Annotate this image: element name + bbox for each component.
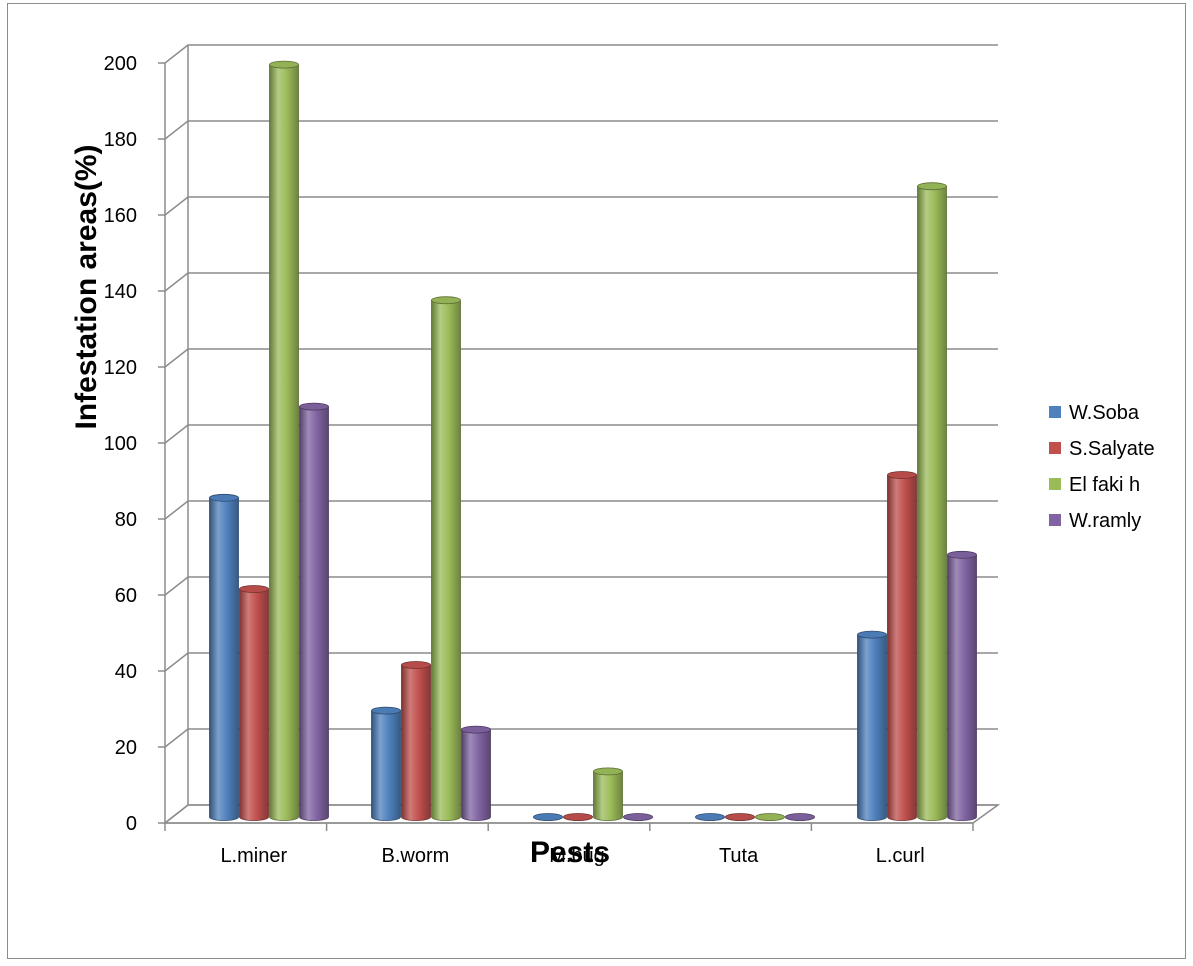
legend-label: W.Soba (1069, 402, 1140, 424)
y-tick-label: 80 (115, 509, 137, 531)
y-tick-label: 160 (104, 205, 137, 227)
bar (371, 706, 401, 821)
legend-item: W.Soba (1049, 402, 1140, 424)
bar (623, 813, 653, 821)
legend-item: S.Salyate (1049, 438, 1155, 460)
bar (401, 661, 431, 821)
legend-item: W.ramly (1049, 510, 1141, 532)
y-tick-label: 100 (104, 433, 137, 455)
y-tick-label: 140 (104, 281, 137, 303)
bar (269, 60, 299, 821)
y-tick-label: 120 (104, 357, 137, 379)
bar (431, 296, 461, 821)
x-tick-label: L.curl (876, 845, 925, 867)
bar (947, 550, 977, 821)
bar (533, 813, 563, 821)
legend-label: El faki h (1069, 474, 1140, 496)
legend-label: S.Salyate (1069, 438, 1155, 460)
legend-label: W.ramly (1069, 510, 1141, 532)
x-tick-label: Tuta (719, 845, 759, 867)
y-tick-label: 0 (126, 813, 137, 835)
bar (725, 813, 755, 821)
bar (785, 813, 815, 821)
bar (209, 493, 239, 821)
y-tick-labels: 0 20 40 60 80 100 120 140 160 180 200 (104, 53, 137, 835)
legend-swatch (1049, 406, 1061, 418)
bar (917, 182, 947, 821)
x-tick-label: B.worm (382, 845, 450, 867)
bar (299, 402, 329, 821)
y-axis-title: Infestation areas(%) (70, 144, 103, 429)
bar (563, 813, 593, 821)
legend-swatch (1049, 478, 1061, 490)
x-tick-labels: L.miner B.worm M.bug Tuta L.curl (220, 845, 924, 867)
bar (593, 767, 623, 821)
bar (887, 471, 917, 821)
x-tick-label: L.miner (220, 845, 287, 867)
axes (158, 45, 974, 831)
y-tick-label: 20 (115, 737, 137, 759)
y-tick-label: 200 (104, 53, 137, 75)
legend-swatch (1049, 514, 1061, 526)
bar (857, 630, 887, 821)
y-tick-label: 60 (115, 585, 137, 607)
bar (755, 813, 785, 821)
bar (239, 585, 269, 821)
legend-item: El faki h (1049, 474, 1140, 496)
legend-swatch (1049, 442, 1061, 454)
gridline (164, 44, 998, 64)
y-tick-label: 180 (104, 129, 137, 151)
legend: W.Soba S.Salyate El faki h W.ramly (1049, 402, 1155, 532)
x-axis-title: Pests (530, 836, 610, 869)
x-tick-label: M.bug (549, 845, 605, 867)
bar (695, 813, 725, 821)
bar (461, 725, 491, 821)
bars (209, 60, 977, 821)
y-tick-label: 40 (115, 661, 137, 683)
